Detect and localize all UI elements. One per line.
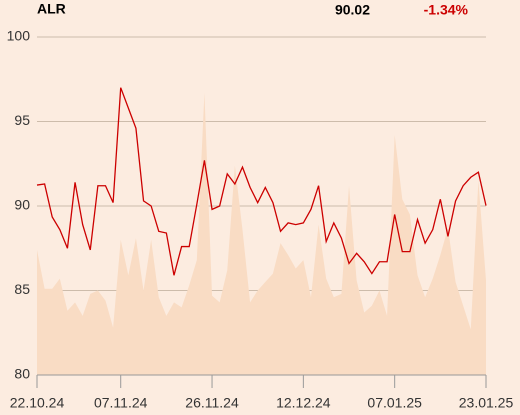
y-tick-label: 100	[7, 28, 31, 44]
x-tick-label: 07.01.25	[367, 395, 422, 411]
y-tick-label: 85	[14, 281, 30, 297]
price-line	[36, 87, 487, 276]
y-tick-label: 90	[14, 197, 30, 213]
x-tick-label: 23.01.25	[459, 395, 514, 411]
x-tick-label: 12.12.24	[276, 395, 331, 411]
x-tick-label: 22.10.24	[10, 395, 65, 411]
y-tick-label: 95	[14, 112, 30, 128]
ticker: ALR	[37, 1, 66, 17]
change: -1.34%	[424, 2, 469, 18]
price: 90.02	[335, 2, 370, 18]
x-tick-label: 07.11.24	[94, 395, 148, 411]
y-tick-label: 80	[14, 366, 30, 382]
x-tick-label: 26.11.24	[185, 395, 239, 411]
volume-area	[37, 92, 486, 376]
